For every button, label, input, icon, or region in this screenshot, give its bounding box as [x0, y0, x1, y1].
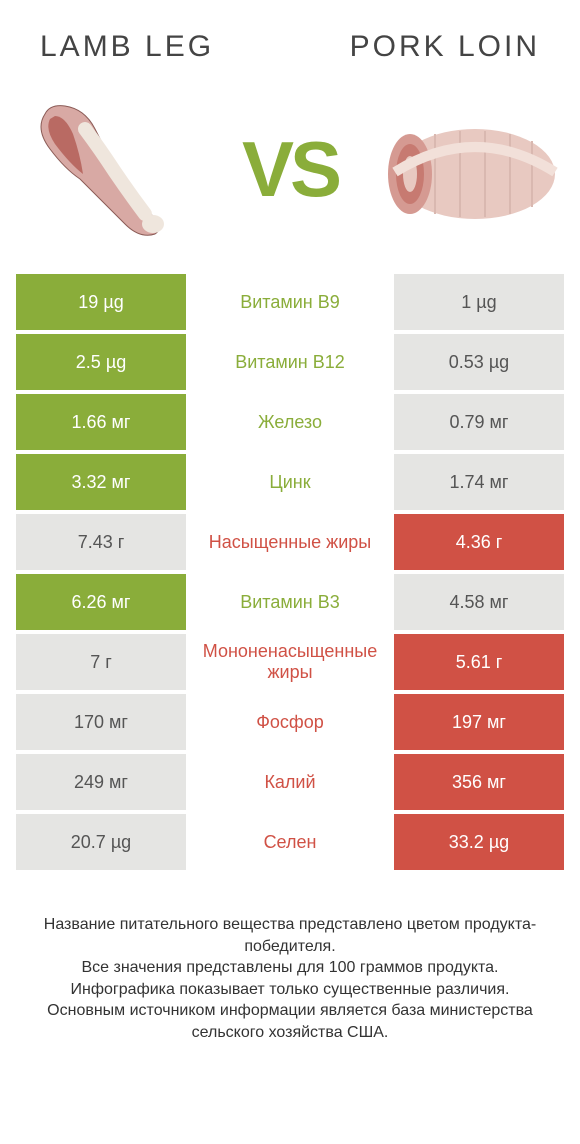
footer-line: Основным источником информации является …	[26, 1000, 554, 1043]
nutrient-label: Витамин B12	[186, 334, 394, 390]
left-value: 3.32 мг	[16, 454, 186, 510]
nutrient-label: Витамин B3	[186, 574, 394, 630]
nutrient-label: Фосфор	[186, 694, 394, 750]
right-value: 4.58 мг	[394, 574, 564, 630]
images-row: VS	[0, 74, 580, 274]
nutrient-row: 7.43 гНасыщенные жиры4.36 г	[16, 514, 564, 570]
footer-line: Все значения представлены для 100 граммо…	[26, 957, 554, 979]
right-product-title: Pork loin	[350, 30, 540, 64]
footer-notes: Название питательного вещества представл…	[0, 874, 580, 1044]
vs-label: VS	[242, 124, 338, 215]
nutrient-label: Железо	[186, 394, 394, 450]
nutrient-label: Калий	[186, 754, 394, 810]
nutrient-row: 7 гМононенасыщенные жиры5.61 г	[16, 634, 564, 690]
left-value: 19 µg	[16, 274, 186, 330]
header-row: Lamb leg Pork loin	[0, 0, 580, 74]
left-value: 6.26 мг	[16, 574, 186, 630]
pork-loin-image	[380, 89, 560, 249]
left-value: 7 г	[16, 634, 186, 690]
right-value: 1.74 мг	[394, 454, 564, 510]
nutrient-row: 170 мгФосфор197 мг	[16, 694, 564, 750]
nutrient-row: 19 µgВитамин B91 µg	[16, 274, 564, 330]
left-value: 249 мг	[16, 754, 186, 810]
nutrient-label: Селен	[186, 814, 394, 870]
footer-line: Название питательного вещества представл…	[26, 914, 554, 957]
nutrient-row: 6.26 мгВитамин B34.58 мг	[16, 574, 564, 630]
left-value: 1.66 мг	[16, 394, 186, 450]
right-value: 4.36 г	[394, 514, 564, 570]
left-value: 170 мг	[16, 694, 186, 750]
nutrient-label: Витамин B9	[186, 274, 394, 330]
left-product-title: Lamb leg	[40, 30, 214, 64]
right-value: 1 µg	[394, 274, 564, 330]
nutrient-row: 2.5 µgВитамин B120.53 µg	[16, 334, 564, 390]
left-value: 2.5 µg	[16, 334, 186, 390]
left-value: 20.7 µg	[16, 814, 186, 870]
nutrient-row: 1.66 мгЖелезо0.79 мг	[16, 394, 564, 450]
right-value: 33.2 µg	[394, 814, 564, 870]
right-value: 5.61 г	[394, 634, 564, 690]
nutrient-table: 19 µgВитамин B91 µg2.5 µgВитамин B120.53…	[0, 274, 580, 874]
nutrient-row: 3.32 мгЦинк1.74 мг	[16, 454, 564, 510]
right-value: 0.79 мг	[394, 394, 564, 450]
right-value: 0.53 µg	[394, 334, 564, 390]
left-value: 7.43 г	[16, 514, 186, 570]
nutrient-row: 20.7 µgСелен33.2 µg	[16, 814, 564, 870]
right-value: 197 мг	[394, 694, 564, 750]
nutrient-label: Мононенасыщенные жиры	[186, 634, 394, 690]
footer-line: Инфографика показывает только существенн…	[26, 979, 554, 1001]
nutrient-label: Насыщенные жиры	[186, 514, 394, 570]
nutrient-label: Цинк	[186, 454, 394, 510]
lamb-leg-image	[20, 89, 200, 249]
nutrient-row: 249 мгКалий356 мг	[16, 754, 564, 810]
right-value: 356 мг	[394, 754, 564, 810]
